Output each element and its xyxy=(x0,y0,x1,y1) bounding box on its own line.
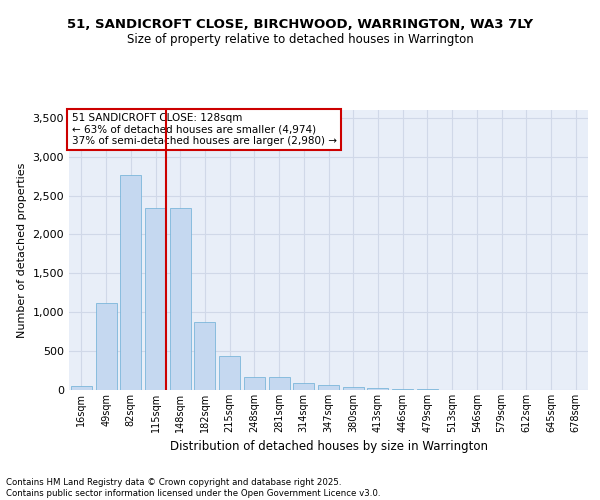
X-axis label: Distribution of detached houses by size in Warrington: Distribution of detached houses by size … xyxy=(170,440,487,454)
Text: 51 SANDICROFT CLOSE: 128sqm
← 63% of detached houses are smaller (4,974)
37% of : 51 SANDICROFT CLOSE: 128sqm ← 63% of det… xyxy=(71,113,337,146)
Bar xyxy=(194,322,215,390)
Text: Contains HM Land Registry data © Crown copyright and database right 2025.
Contai: Contains HM Land Registry data © Crown c… xyxy=(6,478,380,498)
Bar xyxy=(293,383,314,390)
Text: Size of property relative to detached houses in Warrington: Size of property relative to detached ho… xyxy=(127,32,473,46)
Bar xyxy=(244,377,265,390)
Text: 51, SANDICROFT CLOSE, BIRCHWOOD, WARRINGTON, WA3 7LY: 51, SANDICROFT CLOSE, BIRCHWOOD, WARRING… xyxy=(67,18,533,30)
Y-axis label: Number of detached properties: Number of detached properties xyxy=(17,162,27,338)
Bar xyxy=(145,208,166,390)
Bar xyxy=(318,386,339,390)
Bar xyxy=(417,389,438,390)
Bar xyxy=(392,389,413,390)
Bar xyxy=(367,388,388,390)
Bar xyxy=(219,356,240,390)
Bar xyxy=(120,176,141,390)
Bar xyxy=(71,386,92,390)
Bar xyxy=(95,303,116,390)
Bar xyxy=(170,208,191,390)
Bar xyxy=(269,377,290,390)
Bar xyxy=(343,386,364,390)
